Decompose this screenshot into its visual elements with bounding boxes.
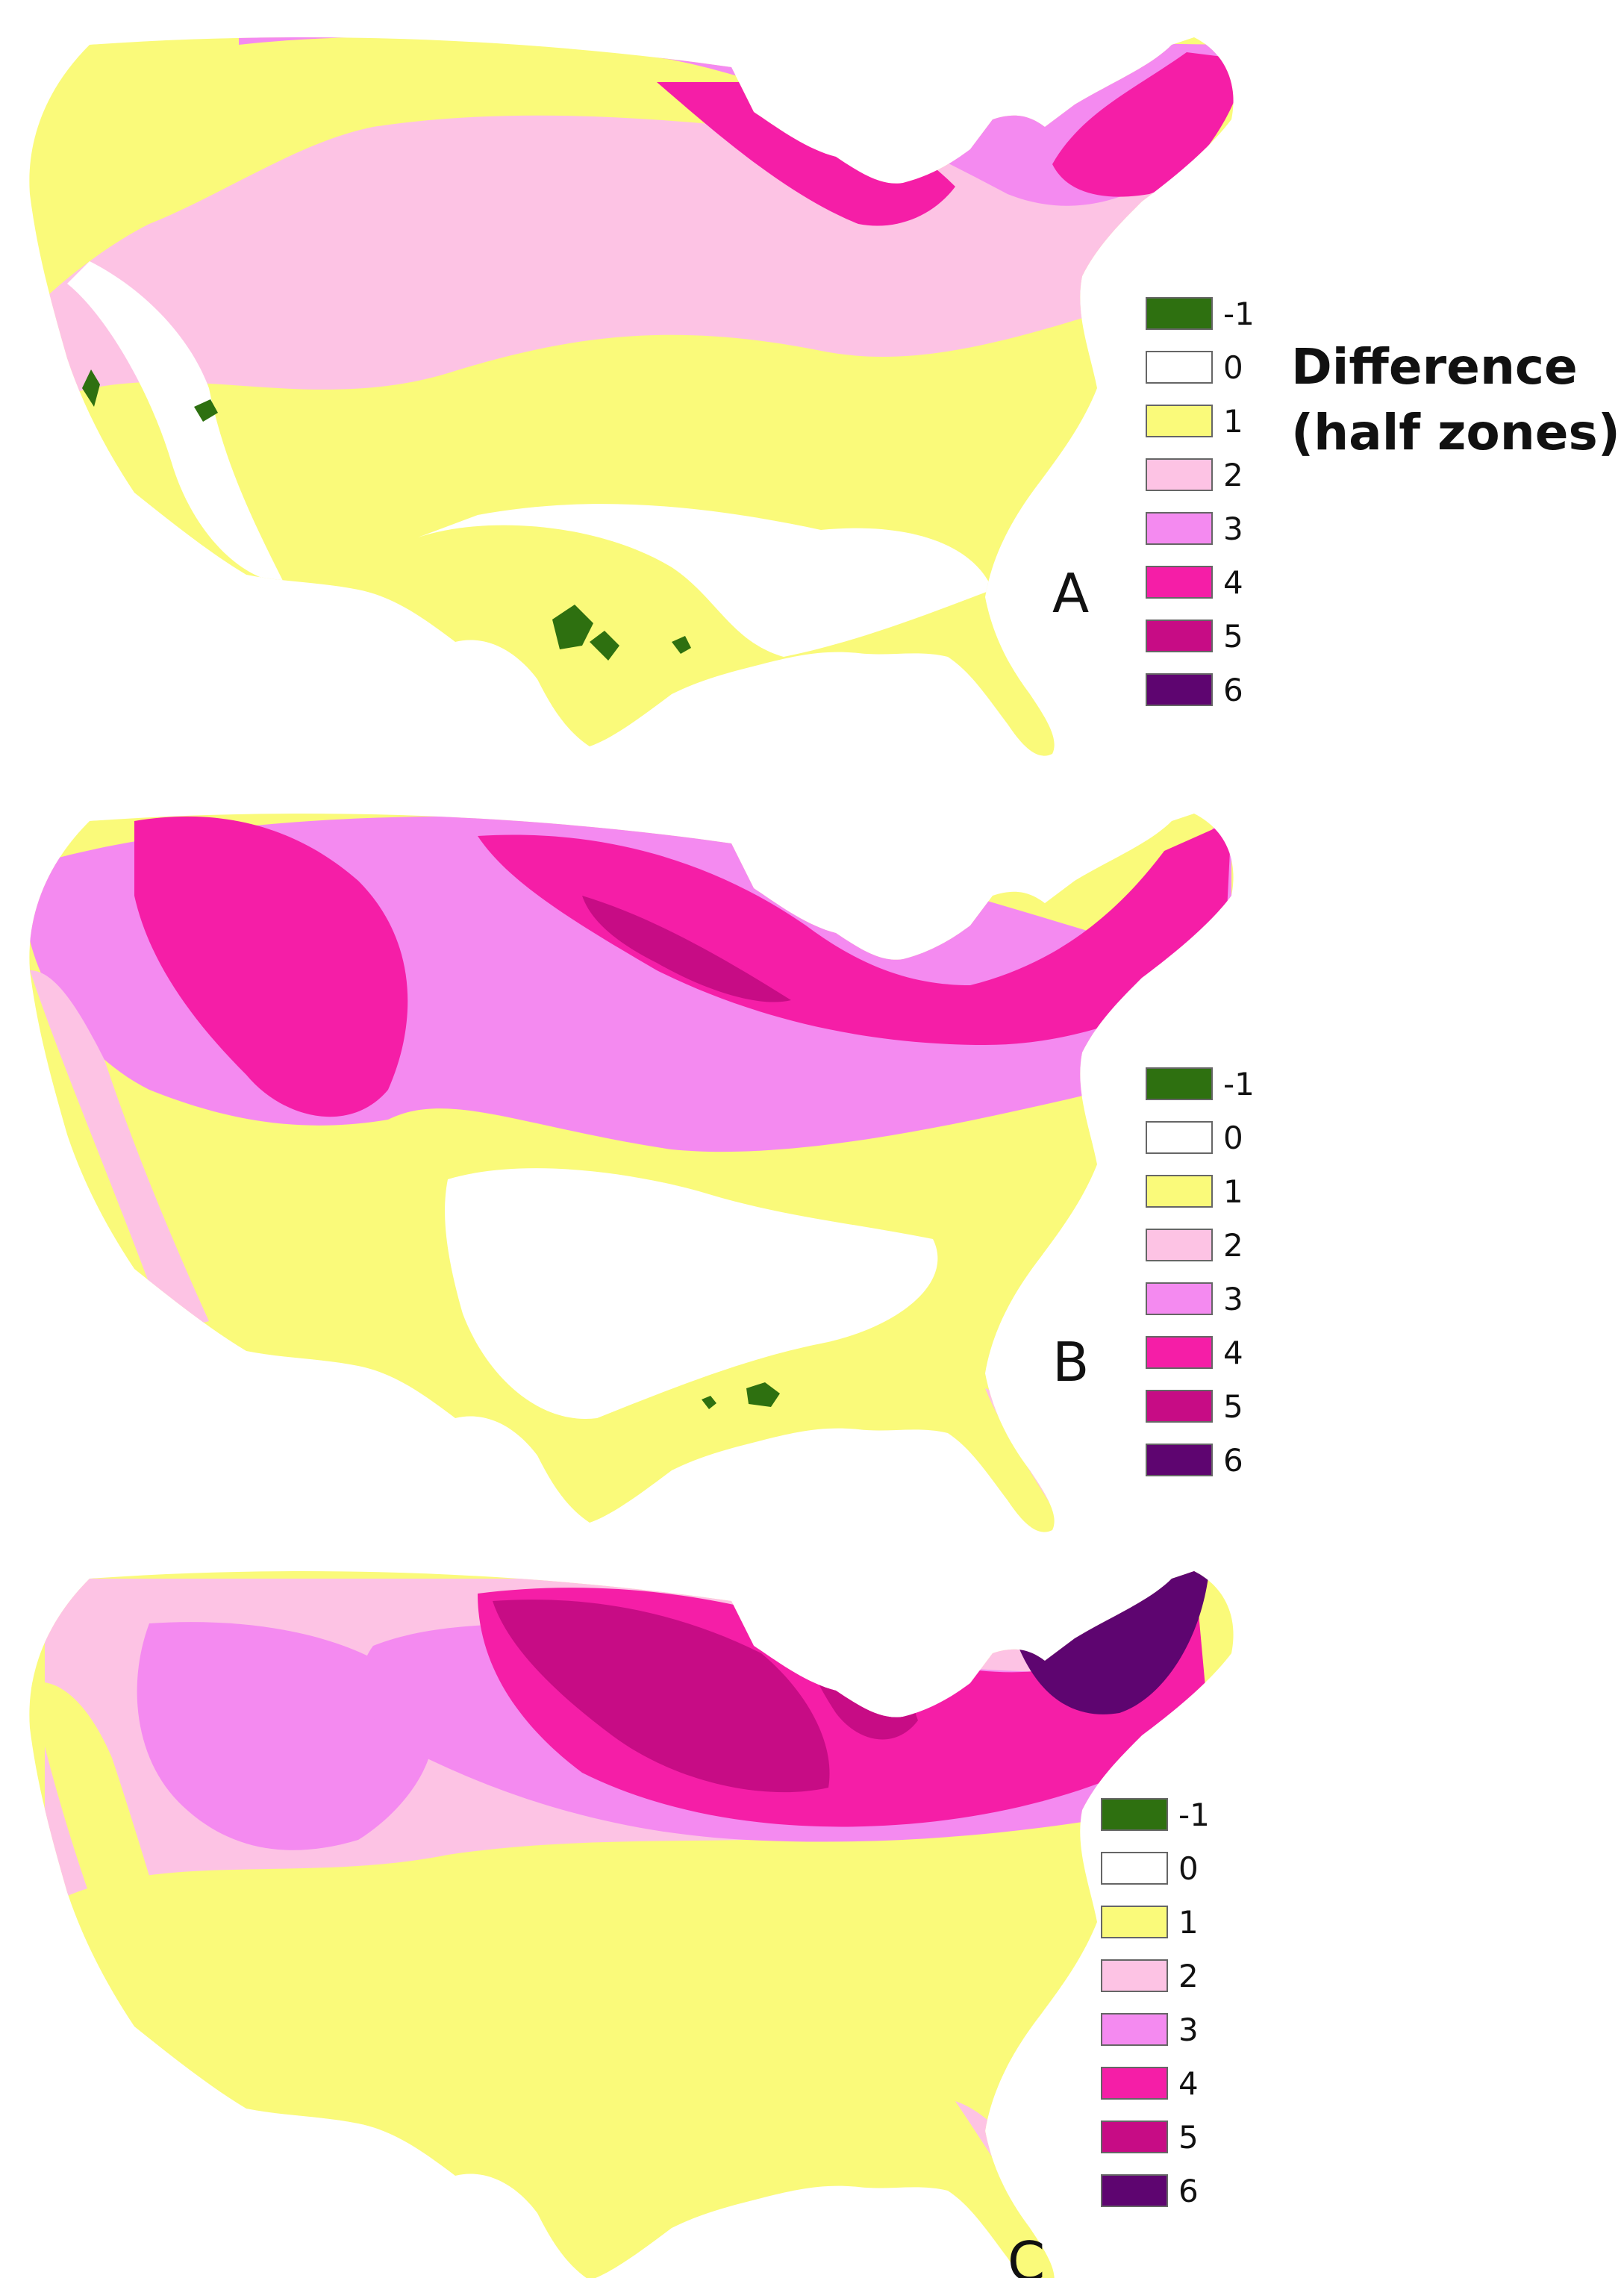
legend-label: 5 bbox=[1223, 617, 1243, 655]
legend-entry: 4 bbox=[1146, 555, 1255, 609]
legend-swatch bbox=[1146, 297, 1213, 330]
legend-label: 1 bbox=[1223, 402, 1243, 440]
legend-label: 3 bbox=[1223, 1280, 1243, 1317]
legend-entry: 0 bbox=[1146, 340, 1255, 394]
legend-label: 4 bbox=[1223, 564, 1243, 601]
legend-swatch bbox=[1101, 2121, 1168, 2153]
legend-title: Difference (half zones) bbox=[1291, 334, 1620, 466]
legend-label: 2 bbox=[1223, 456, 1243, 493]
map-panel-c: C bbox=[29, 1571, 1234, 2278]
legend-label: 1 bbox=[1178, 1903, 1199, 1941]
legend-entry: 3 bbox=[1146, 502, 1255, 555]
legend-label: 6 bbox=[1178, 2172, 1199, 2209]
legend-swatch bbox=[1101, 1798, 1168, 1831]
legend-a: -1 0 1 2 3 4 5 6 bbox=[1146, 287, 1255, 717]
legend-swatch bbox=[1146, 351, 1213, 384]
legend-entry: 3 bbox=[1146, 1272, 1255, 1326]
legend-label: 2 bbox=[1178, 1957, 1199, 1994]
legend-swatch bbox=[1146, 620, 1213, 652]
legend-label: 6 bbox=[1223, 1441, 1243, 1479]
panel-letter-c: C bbox=[1008, 2230, 1045, 2278]
legend-entry: 2 bbox=[1146, 1218, 1255, 1272]
legend-swatch bbox=[1101, 2174, 1168, 2207]
legend-c: -1 0 1 2 3 4 5 6 bbox=[1101, 1788, 1210, 2218]
legend-label: 0 bbox=[1223, 349, 1243, 386]
legend-entry: -1 bbox=[1146, 1057, 1255, 1111]
legend-label: -1 bbox=[1223, 1065, 1255, 1102]
legend-entry: 1 bbox=[1146, 1164, 1255, 1218]
legend-swatch bbox=[1146, 1175, 1213, 1208]
legend-label: 1 bbox=[1223, 1173, 1243, 1210]
legend-entry: 5 bbox=[1146, 609, 1255, 663]
legend-label: 0 bbox=[1178, 1850, 1199, 1887]
legend-entry: 2 bbox=[1101, 1949, 1210, 2003]
legend-entry: 5 bbox=[1146, 1379, 1255, 1433]
legend-entry: 6 bbox=[1146, 1433, 1255, 1487]
legend-entry: -1 bbox=[1101, 1788, 1210, 1841]
legend-swatch bbox=[1101, 2067, 1168, 2100]
legend-swatch bbox=[1101, 1906, 1168, 1938]
panel-letter-b: B bbox=[1052, 1331, 1089, 1394]
legend-title-line2: (half zones) bbox=[1291, 404, 1620, 461]
legend-entry: 6 bbox=[1146, 663, 1255, 717]
legend-entry: 2 bbox=[1146, 448, 1255, 502]
legend-swatch bbox=[1101, 2013, 1168, 2046]
legend-b: -1 0 1 2 3 4 5 6 bbox=[1146, 1057, 1255, 1487]
legend-entry: 0 bbox=[1101, 1841, 1210, 1895]
legend-swatch bbox=[1146, 1336, 1213, 1369]
legend-entry: 1 bbox=[1146, 394, 1255, 448]
legend-label: 4 bbox=[1223, 1334, 1243, 1371]
legend-label: 3 bbox=[1178, 2011, 1199, 2048]
legend-swatch bbox=[1146, 405, 1213, 437]
legend-swatch bbox=[1146, 1444, 1213, 1476]
legend-entry: 6 bbox=[1101, 2164, 1210, 2218]
legend-label: 2 bbox=[1223, 1226, 1243, 1264]
legend-label: 3 bbox=[1223, 510, 1243, 547]
map-panel-b: B bbox=[29, 814, 1234, 1532]
panel-letter-a: A bbox=[1052, 562, 1089, 625]
map-panel-a: A bbox=[29, 37, 1234, 756]
legend-swatch bbox=[1146, 1121, 1213, 1154]
legend-swatch bbox=[1146, 458, 1213, 491]
legend-swatch bbox=[1146, 673, 1213, 706]
legend-label: 6 bbox=[1223, 671, 1243, 708]
legend-entry: 5 bbox=[1101, 2110, 1210, 2164]
legend-label: 4 bbox=[1178, 2065, 1199, 2102]
legend-entry: 4 bbox=[1146, 1326, 1255, 1379]
legend-swatch bbox=[1146, 1282, 1213, 1315]
legend-label: -1 bbox=[1223, 295, 1255, 332]
legend-entry: 1 bbox=[1101, 1895, 1210, 1949]
legend-label: -1 bbox=[1178, 1796, 1210, 1833]
legend-swatch bbox=[1146, 1390, 1213, 1423]
legend-entry: 3 bbox=[1101, 2003, 1210, 2056]
legend-label: 5 bbox=[1178, 2118, 1199, 2156]
legend-title-line1: Difference bbox=[1291, 338, 1578, 396]
legend-swatch bbox=[1146, 1229, 1213, 1261]
legend-entry: 4 bbox=[1101, 2056, 1210, 2110]
legend-swatch bbox=[1101, 1852, 1168, 1885]
legend-entry: 0 bbox=[1146, 1111, 1255, 1164]
legend-entry: -1 bbox=[1146, 287, 1255, 340]
legend-swatch bbox=[1101, 1959, 1168, 1992]
legend-label: 5 bbox=[1223, 1388, 1243, 1425]
legend-swatch bbox=[1146, 1067, 1213, 1100]
legend-swatch bbox=[1146, 566, 1213, 599]
legend-swatch bbox=[1146, 512, 1213, 545]
legend-label: 0 bbox=[1223, 1119, 1243, 1156]
